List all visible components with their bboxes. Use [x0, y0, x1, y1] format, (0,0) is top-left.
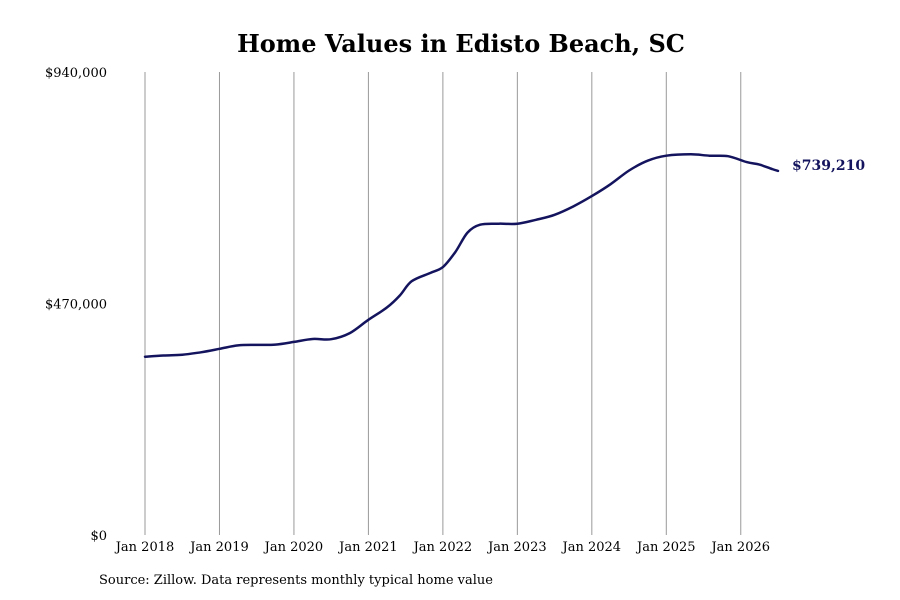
end-value-label: $739,210 [792, 158, 865, 174]
x-tick-label: Jan 2026 [709, 540, 770, 555]
x-tick-label: Jan 2019 [188, 540, 249, 555]
x-tick-label: Jan 2020 [263, 540, 324, 555]
home-value-line [143, 153, 780, 358]
source-note: Source: Zillow. Data represents monthly … [99, 573, 493, 588]
chart-title: Home Values in Edisto Beach, SC [237, 29, 685, 58]
x-tick-label: Jan 2023 [486, 540, 547, 555]
x-tick-label: Jan 2018 [114, 540, 175, 555]
x-tick-label: Jan 2025 [635, 540, 696, 555]
y-axis-ticks: $940,000 $470,000 $0 [45, 66, 107, 544]
series-lines [143, 153, 780, 358]
y-tick-label: $470,000 [45, 298, 107, 313]
x-axis-ticks: Jan 2018 Jan 2019 Jan 2020 Jan 2021 Jan 2022… [114, 540, 770, 555]
x-tick-label: Jan 2022 [412, 540, 473, 555]
x-tick-label: Jan 2021 [337, 540, 398, 555]
y-tick-label: $0 [90, 529, 107, 544]
gridlines [144, 72, 742, 535]
y-tick-label: $940,000 [45, 66, 107, 81]
x-tick-label: Jan 2024 [561, 540, 622, 555]
